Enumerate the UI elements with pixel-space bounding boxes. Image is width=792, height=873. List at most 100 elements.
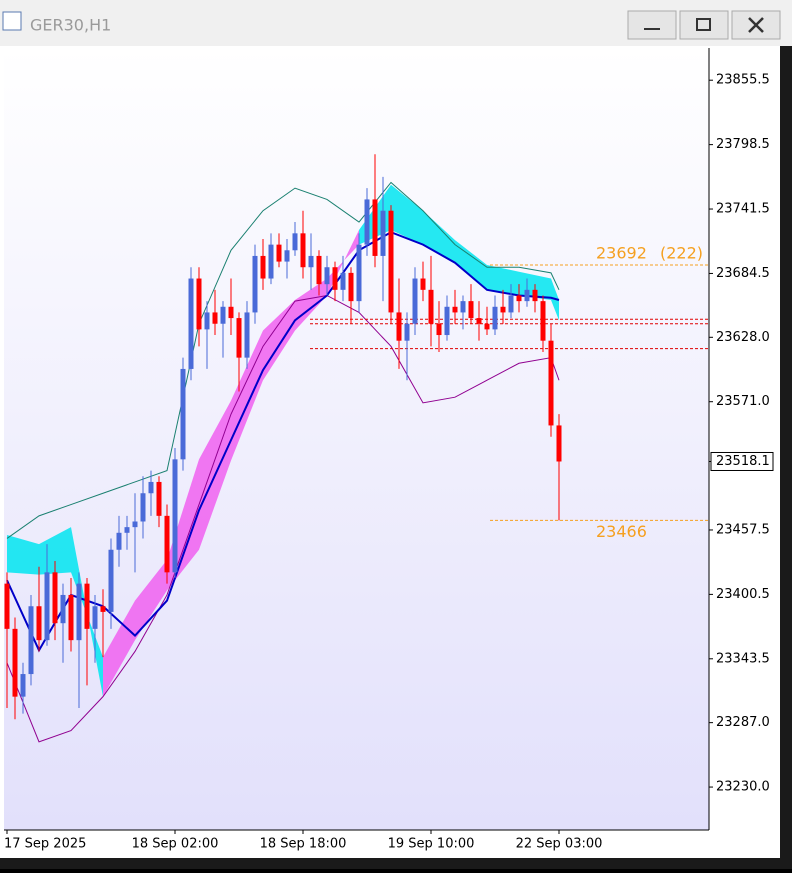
candle-body (460, 301, 466, 313)
candle-body (284, 250, 290, 262)
candle-body (140, 493, 146, 522)
candle-body (76, 583, 82, 641)
candle-body (276, 244, 282, 262)
x-tick-label: 17 Sep 2025 (4, 837, 86, 852)
candle-body (516, 295, 522, 302)
maximize-button[interactable] (679, 10, 729, 40)
candle-body (212, 312, 218, 324)
maximize-icon (696, 18, 711, 31)
candle-body (292, 233, 298, 251)
y-tick-label: 23855.5 (716, 73, 770, 88)
y-tick-label: 23343.5 (716, 651, 770, 666)
candle-body (68, 594, 74, 641)
candle-body (116, 532, 122, 550)
candle-body (244, 312, 250, 358)
candle-body (532, 289, 538, 302)
candle-body (196, 278, 202, 330)
candle-body (500, 306, 506, 313)
candle-body (412, 278, 418, 324)
close-icon (748, 17, 764, 33)
candle-body (204, 312, 210, 330)
candle-body (300, 233, 306, 268)
candle-body (324, 267, 330, 285)
upper-band (6, 181, 560, 539)
cloud-segment (423, 210, 455, 263)
y-tick-label: 23798.5 (716, 137, 770, 152)
x-tick-label: 19 Sep 10:00 (388, 837, 475, 852)
cloud-segment (391, 184, 423, 245)
candle-body (100, 606, 106, 612)
y-tick-label: 23741.5 (716, 202, 770, 217)
candle-body (428, 289, 434, 324)
annotation-label: 23692 (596, 243, 647, 262)
candle-body (164, 515, 170, 573)
plot-area (4, 48, 709, 830)
candle-body (260, 255, 266, 279)
y-tick-label: 23457.5 (716, 522, 770, 537)
candle-body (540, 301, 546, 341)
candle-body (180, 368, 186, 460)
cloud-segment (103, 600, 135, 697)
candle-body (52, 572, 58, 624)
y-tick-label: 23230.0 (716, 780, 770, 795)
window-title: GER30,H1 (30, 16, 111, 35)
candle-body (4, 583, 10, 629)
candle-body (492, 306, 498, 330)
candle-body (484, 323, 490, 330)
candle-body (252, 255, 258, 313)
candle-body (508, 295, 514, 313)
candle-body (236, 318, 242, 358)
x-tick-label: 18 Sep 18:00 (260, 837, 347, 852)
candle-body (524, 289, 530, 302)
candle-body (380, 210, 386, 256)
candle-body (548, 340, 554, 426)
candle-body (172, 459, 178, 573)
candle-body (316, 255, 322, 285)
y-tick-label: 23628.0 (716, 330, 770, 345)
candle-body (356, 244, 362, 302)
candle-body (308, 255, 314, 268)
lower-band (6, 294, 560, 743)
candle-body (44, 572, 50, 641)
candle-body (92, 606, 98, 629)
candle-body (404, 323, 410, 341)
cloud-segment (7, 535, 39, 575)
candle-body (396, 312, 402, 341)
cloud-segment (263, 300, 295, 381)
window-icon (2, 11, 22, 31)
candle-body (348, 272, 354, 302)
candle-body (268, 244, 274, 279)
candle-body (388, 210, 394, 313)
candle-body (444, 306, 450, 336)
price-label: 23518.1 (716, 454, 770, 469)
candle-body (108, 549, 114, 612)
x-tick-label: 18 Sep 02:00 (132, 837, 219, 852)
y-tick-label: 23400.5 (716, 587, 770, 602)
candle-body (340, 272, 346, 290)
annotation-note: (222) (660, 243, 703, 262)
candle-body (420, 278, 426, 290)
candle-body (476, 318, 482, 324)
minimize-button[interactable] (627, 10, 677, 40)
candle-body (20, 674, 26, 697)
candle-body (156, 481, 162, 516)
price-box (710, 451, 774, 471)
cloud-segment (455, 240, 487, 290)
x-tick-label: 22 Sep 03:00 (516, 837, 603, 852)
candle-body (332, 267, 338, 290)
candle-body (124, 527, 130, 533)
candle-body (372, 199, 378, 256)
annotation-label: 23466 (596, 522, 647, 541)
candle-body (148, 481, 154, 494)
cloud-segment (135, 559, 167, 641)
y-tick-label: 23571.0 (716, 394, 770, 409)
candle-body (132, 521, 138, 528)
y-tick-label: 23287.0 (716, 715, 770, 730)
candle-body (556, 425, 562, 462)
candle-body (220, 306, 226, 324)
candle-body (28, 606, 34, 675)
candle-body (364, 199, 370, 245)
candle-body (60, 594, 66, 624)
